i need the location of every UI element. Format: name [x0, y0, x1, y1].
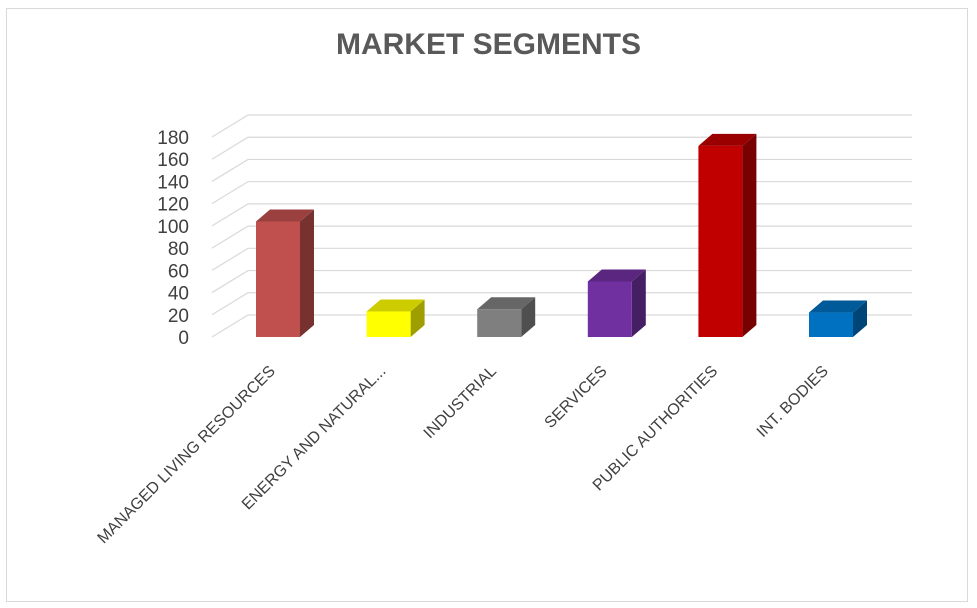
bar	[366, 299, 425, 337]
bar-layer	[256, 133, 867, 337]
y-tick-label: 80	[168, 239, 189, 260]
x-category-label: INDUSTRIAL	[421, 363, 500, 442]
y-tick-label: 60	[168, 261, 189, 282]
y-tick-label: 20	[168, 306, 189, 327]
gridline	[211, 203, 912, 227]
bar-side	[410, 299, 425, 337]
bar	[477, 297, 536, 337]
gridline	[211, 136, 912, 160]
chart-title: MARKET SEGMENTS	[335, 28, 641, 61]
gridline	[211, 114, 912, 138]
bar-front	[366, 311, 411, 337]
gridline	[211, 314, 912, 338]
gridline	[211, 269, 912, 294]
bar-front	[256, 221, 300, 337]
bar-front	[587, 281, 632, 337]
gridline	[211, 225, 912, 249]
bar	[587, 269, 646, 337]
bar	[698, 133, 757, 337]
bar-side	[631, 269, 646, 337]
bar-top	[366, 299, 425, 312]
bar-top	[809, 300, 867, 313]
y-tick-label: 160	[157, 150, 189, 171]
gridline	[211, 292, 912, 316]
bar-front	[477, 309, 522, 337]
bar-side	[853, 300, 867, 337]
y-tick-label: 180	[157, 128, 189, 149]
bar-side	[521, 297, 536, 337]
gridline	[211, 158, 912, 182]
y-tick-label: 120	[157, 195, 189, 216]
bar-side	[300, 209, 314, 337]
x-category-label: INT. BODIES	[754, 363, 832, 441]
y-tick-label: 40	[168, 284, 189, 305]
bar-top	[477, 297, 536, 310]
bar-top	[587, 269, 646, 282]
bar-front	[809, 312, 853, 337]
y-tick-label: 0	[178, 328, 189, 349]
gridline	[211, 247, 912, 271]
y-tick-label: 100	[157, 217, 189, 238]
y-tick-label: 140	[157, 172, 189, 193]
bar	[809, 300, 867, 337]
bar	[256, 209, 314, 337]
bar-top	[698, 133, 757, 146]
x-category-label: MANAGED LIVING RESOURCES	[95, 363, 279, 547]
gridline	[211, 181, 912, 205]
x-category-label: SERVICES	[542, 363, 611, 432]
grid-layer	[211, 114, 912, 338]
bar-front	[698, 145, 743, 337]
bar-top	[256, 209, 314, 222]
x-category-label: PUBLIC AUTHORITIES	[590, 363, 721, 494]
bar-side	[742, 133, 757, 337]
